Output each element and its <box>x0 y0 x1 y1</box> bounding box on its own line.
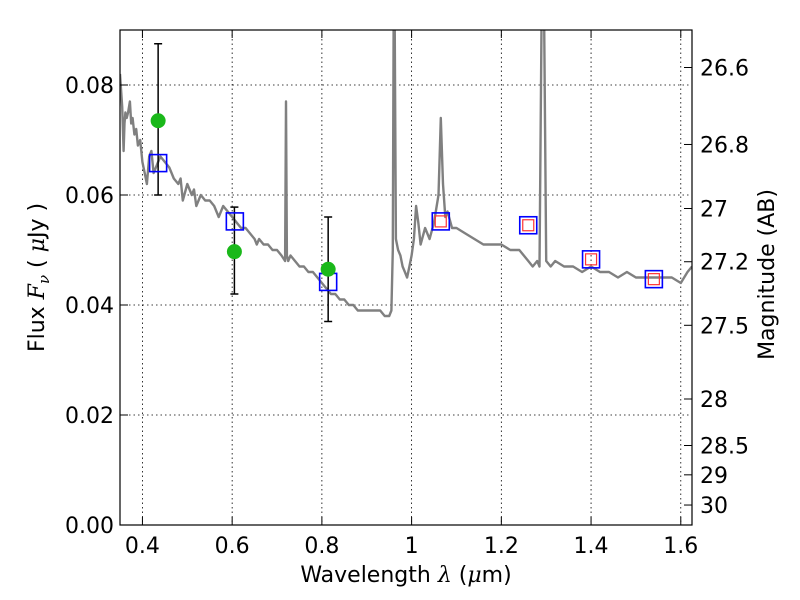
model-photometry-point <box>518 215 538 235</box>
y-tick-label: 0.00 <box>65 514 114 539</box>
y-axis-label-left: Flux Fν ( μJy ) <box>25 203 53 352</box>
model-photometry-point <box>148 153 168 173</box>
model-spectrum-line <box>120 30 692 318</box>
ticks: 0.4 0.6 0.8 1 1.2 1.4 1.6 0.00 0.02 0.04 0.06 0.08 2… <box>65 30 749 559</box>
plot-frame <box>119 29 693 526</box>
observed-point <box>226 244 242 260</box>
grid <box>120 30 692 525</box>
model-photometry-inner-point <box>522 219 535 232</box>
model-photometry-inner-point <box>647 273 660 286</box>
right-tick-label: 27.2 <box>700 251 749 276</box>
right-tick-label: 28.5 <box>700 434 749 459</box>
observed-point <box>150 113 166 129</box>
right-tick-label: 27.5 <box>700 314 749 339</box>
x-axis-label: Wavelength λ (μm) <box>300 563 511 588</box>
y-axis-label-right: Magnitude (AB) <box>755 189 780 360</box>
x-tick-label: 1 <box>405 534 419 559</box>
y-tick-label: 0.06 <box>65 184 114 209</box>
right-tick-label: 26.6 <box>700 57 749 82</box>
y-tick-label: 0.08 <box>65 74 114 99</box>
observed-point <box>320 261 336 277</box>
x-tick-label: 1.2 <box>484 534 519 559</box>
x-tick-label: 1.6 <box>663 534 698 559</box>
plot-area <box>120 30 692 323</box>
right-tick-label: 28 <box>700 388 728 413</box>
y-tick-label: 0.02 <box>65 404 114 429</box>
model-photometry-inner-point <box>434 215 447 228</box>
model-photometry-point <box>581 250 601 269</box>
model-photometry-point <box>225 212 245 231</box>
model-photometry-inner-point <box>584 253 598 266</box>
x-tick-label: 0.6 <box>215 534 250 559</box>
right-tick-label: 27 <box>700 197 728 222</box>
right-tick-label: 29 <box>700 464 728 489</box>
x-tick-label: 1.4 <box>574 534 609 559</box>
x-tick-label: 0.8 <box>304 534 339 559</box>
model-photometry-point <box>644 269 664 289</box>
model-photometry-point <box>431 212 451 231</box>
y-tick-label: 0.04 <box>65 294 114 319</box>
x-tick-label: 0.4 <box>125 534 160 559</box>
right-tick-label: 26.8 <box>700 133 749 158</box>
right-tick-label: 30 <box>700 494 728 519</box>
